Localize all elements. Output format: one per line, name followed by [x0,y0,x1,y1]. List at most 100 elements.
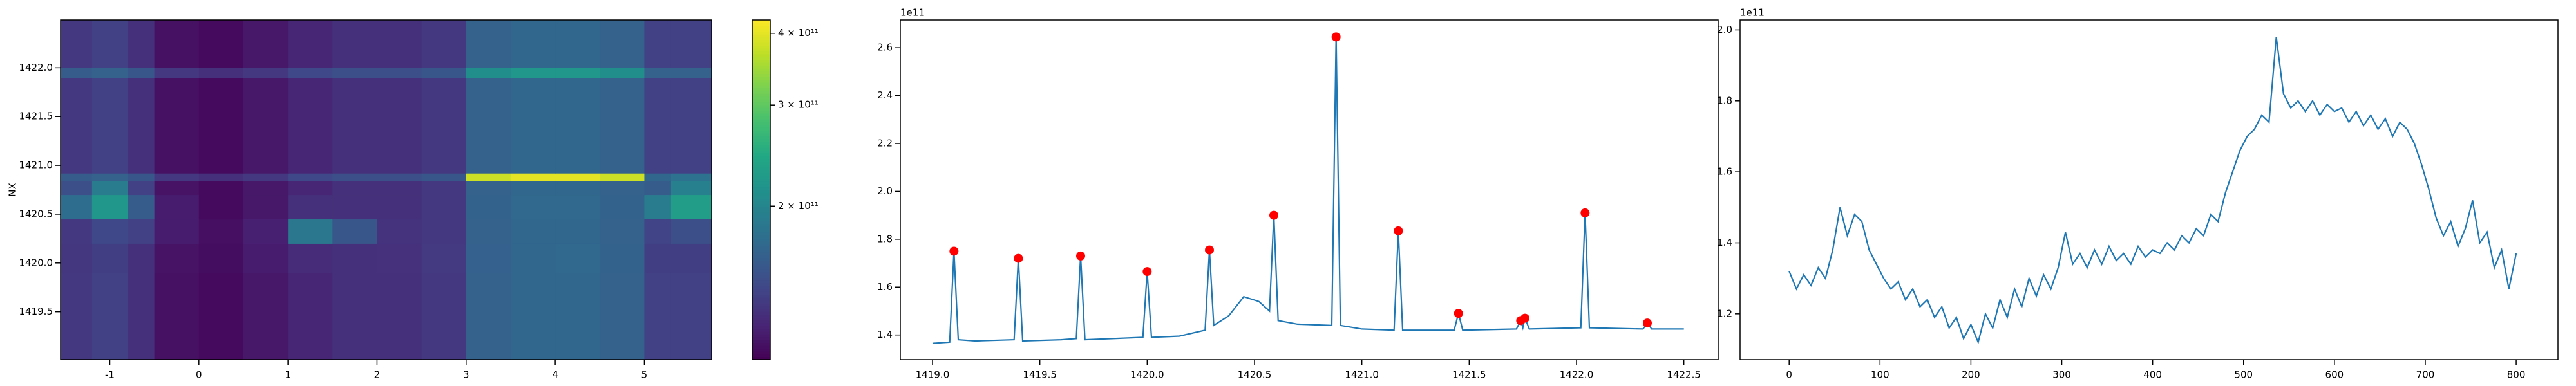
colorbar-segment [752,334,770,338]
heatmap-cell [61,219,93,244]
heatmap-cell [91,194,128,220]
y-tick-label: 1.2 [1717,308,1732,319]
heatmap-cell [600,272,645,360]
heatmap-cell [198,219,244,244]
heatmap-cell [510,77,556,174]
axes-frame [60,19,712,360]
heatmap-cell [466,272,511,360]
heatmap-cell [510,173,556,181]
heatmap-cell [644,20,672,68]
colorbar-segment [752,85,770,89]
heatmap-cell [670,243,712,273]
heatmap-cell [421,77,467,174]
peak-marker [1331,32,1341,42]
colorbar-segment [752,133,770,136]
x-tick-label: 700 [2416,369,2435,381]
y-tick-label: 1420.0 [19,257,53,268]
x-tick-label: 1422.0 [1560,369,1594,381]
colorbar-segment [752,105,770,108]
colorbar-segment [752,314,770,318]
colorbar-segment [752,198,770,202]
heatmap-cell [198,243,244,273]
colorbar-segment [752,39,770,43]
heatmap-cell [288,20,333,68]
colorbar-segment [752,178,770,182]
colorbar-segment [752,48,770,51]
heatmap-cell [377,243,422,273]
heatmap-cell [555,219,600,244]
colorbar-segment [752,351,770,354]
x-tick-label: 200 [1962,369,1980,381]
heatmap-cell [466,20,511,68]
x-tick-label: 1420.5 [1238,369,1272,381]
colorbar-segment [752,201,770,205]
colorbar-segment [752,167,770,170]
colorbar-segment [752,283,770,287]
heatmap-cell [555,20,600,68]
colorbar-segment [752,87,770,91]
colorbar-segment [752,113,770,117]
colorbar-segment [752,68,770,71]
heatmap-cell [377,77,422,174]
heatmap-cell [466,219,511,244]
colorbar-segment [752,356,770,360]
heatmap-cell [154,68,200,78]
colorbar-segment [752,300,770,304]
colorbar-segment [752,184,770,188]
heatmap-cell [555,77,600,174]
colorbar-segment [752,345,770,349]
colorbar-segment [752,124,770,128]
peak-marker [1580,208,1590,217]
heatmap-cell [670,272,712,360]
heatmap-cell [510,20,556,68]
heatmap-cell [377,68,422,78]
colorbar-segment [752,306,770,309]
heatmap-cell [128,243,155,273]
heatmap-cell [243,219,289,244]
y-tick-label: 2.4 [877,89,893,101]
heatmap-cell [243,20,289,68]
heatmap-cell [600,173,645,181]
heatmap-cell [600,219,645,244]
heatmap-cell [243,194,289,220]
colorbar-segment [752,147,770,151]
heatmap-cell [555,194,600,220]
x-tick-label: 800 [2507,369,2526,381]
colorbar-segment [752,107,770,111]
heatmap-cell [243,68,289,78]
colorbar-segment [752,82,770,86]
axes-frame [900,19,1719,360]
colorbar-segment [752,348,770,352]
peak-marker [1014,253,1023,263]
heatmap-cell [421,181,467,196]
colorbar-segment [752,96,770,100]
heatmap-cell [243,77,289,174]
heatmap-cell [332,181,377,196]
colorbar-segment [752,271,770,275]
heatmap-cell [510,194,556,220]
heatmap-cell [91,77,128,174]
x-tick-label: -1 [105,369,115,381]
y-tick-label: 1.8 [877,233,893,244]
heatmap-cell [243,272,289,360]
colorbar-segment [752,354,770,358]
heatmap-cell [644,173,672,181]
heatmap-cell [91,181,128,196]
colorbar-segment [752,218,770,221]
heatmap-cell [555,68,600,78]
heatmap-cell [670,219,712,244]
colorbar-segment [752,269,770,273]
colorbar-segment [752,192,770,196]
heatmap-cell [243,181,289,196]
heatmap-cell [61,77,93,174]
heatmap-cell [421,243,467,273]
heatmap-cell [332,243,377,273]
x-tick-label: 4 [552,369,558,381]
colorbar-segment [752,25,770,29]
colorbar-segment [752,303,770,306]
offset-text: 1e11 [900,7,925,19]
colorbar-segment [752,79,770,83]
colorbar-segment [752,144,770,148]
colorbar-segment [752,252,770,255]
colorbar-segment [752,289,770,292]
